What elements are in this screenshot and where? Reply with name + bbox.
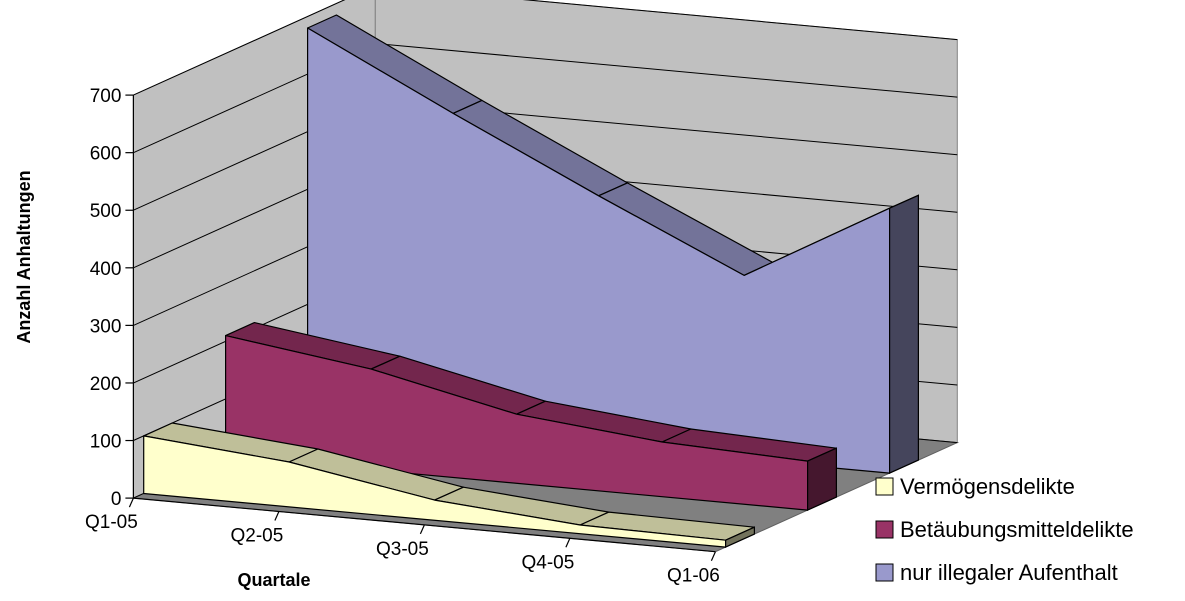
series-0 xyxy=(143,422,756,549)
y-tick-label: 700 xyxy=(90,86,122,107)
series-layer xyxy=(143,14,920,549)
legend-item: Betäubungsmitteldelikte xyxy=(875,517,1134,542)
series-2 xyxy=(307,14,920,475)
series-area xyxy=(143,435,727,548)
y-tick-label: 600 xyxy=(90,144,122,165)
legend-label: Betäubungsmitteldelikte xyxy=(900,517,1134,542)
y-tick-label: 400 xyxy=(90,259,122,280)
y-tick-label: 0 xyxy=(111,489,122,510)
x-tick xyxy=(274,511,280,521)
legend-swatch xyxy=(875,477,894,496)
x-tick xyxy=(565,538,571,548)
axes-layer: 0 100 200 300 400 500 600 700 Q1-05 Q2-05 Q3-05 Q4-… xyxy=(85,86,720,587)
legend-label: Vermögensdelikte xyxy=(900,474,1075,499)
x-tick-label: Q1-05 xyxy=(85,512,138,533)
y-tick-label: 300 xyxy=(90,316,122,337)
x-tick-label: Q2-05 xyxy=(230,526,283,547)
x-tick-label: Q1-06 xyxy=(667,566,720,587)
legend-label: nur illegaler Aufenthalt xyxy=(900,560,1118,585)
series-end-cap xyxy=(724,526,756,549)
series-end-cap xyxy=(806,447,838,512)
x-axis-title: Quartale xyxy=(237,570,310,590)
y-tick-label: 500 xyxy=(90,201,122,222)
y-tick-label: 100 xyxy=(90,432,122,453)
x-tick-label: Q4-05 xyxy=(521,552,574,573)
legend-item: nur illegaler Aufenthalt xyxy=(875,560,1118,585)
series-end-cap xyxy=(888,194,920,475)
legend: Vermögensdelikte Betäubungsmitteldelikte n… xyxy=(875,474,1134,585)
legend-swatch xyxy=(875,520,894,539)
gridline xyxy=(133,0,958,96)
x-axis-line xyxy=(133,497,716,553)
y-tick-label: 200 xyxy=(90,374,122,395)
y-axis-title: Anzahl Anhaltungen xyxy=(14,170,34,343)
x-tick xyxy=(128,497,134,508)
x-tick-label: Q3-05 xyxy=(376,539,429,560)
legend-swatch xyxy=(875,563,894,582)
legend-item: Vermögensdelikte xyxy=(875,474,1075,499)
x-tick xyxy=(710,551,716,561)
x-tick xyxy=(419,524,425,535)
